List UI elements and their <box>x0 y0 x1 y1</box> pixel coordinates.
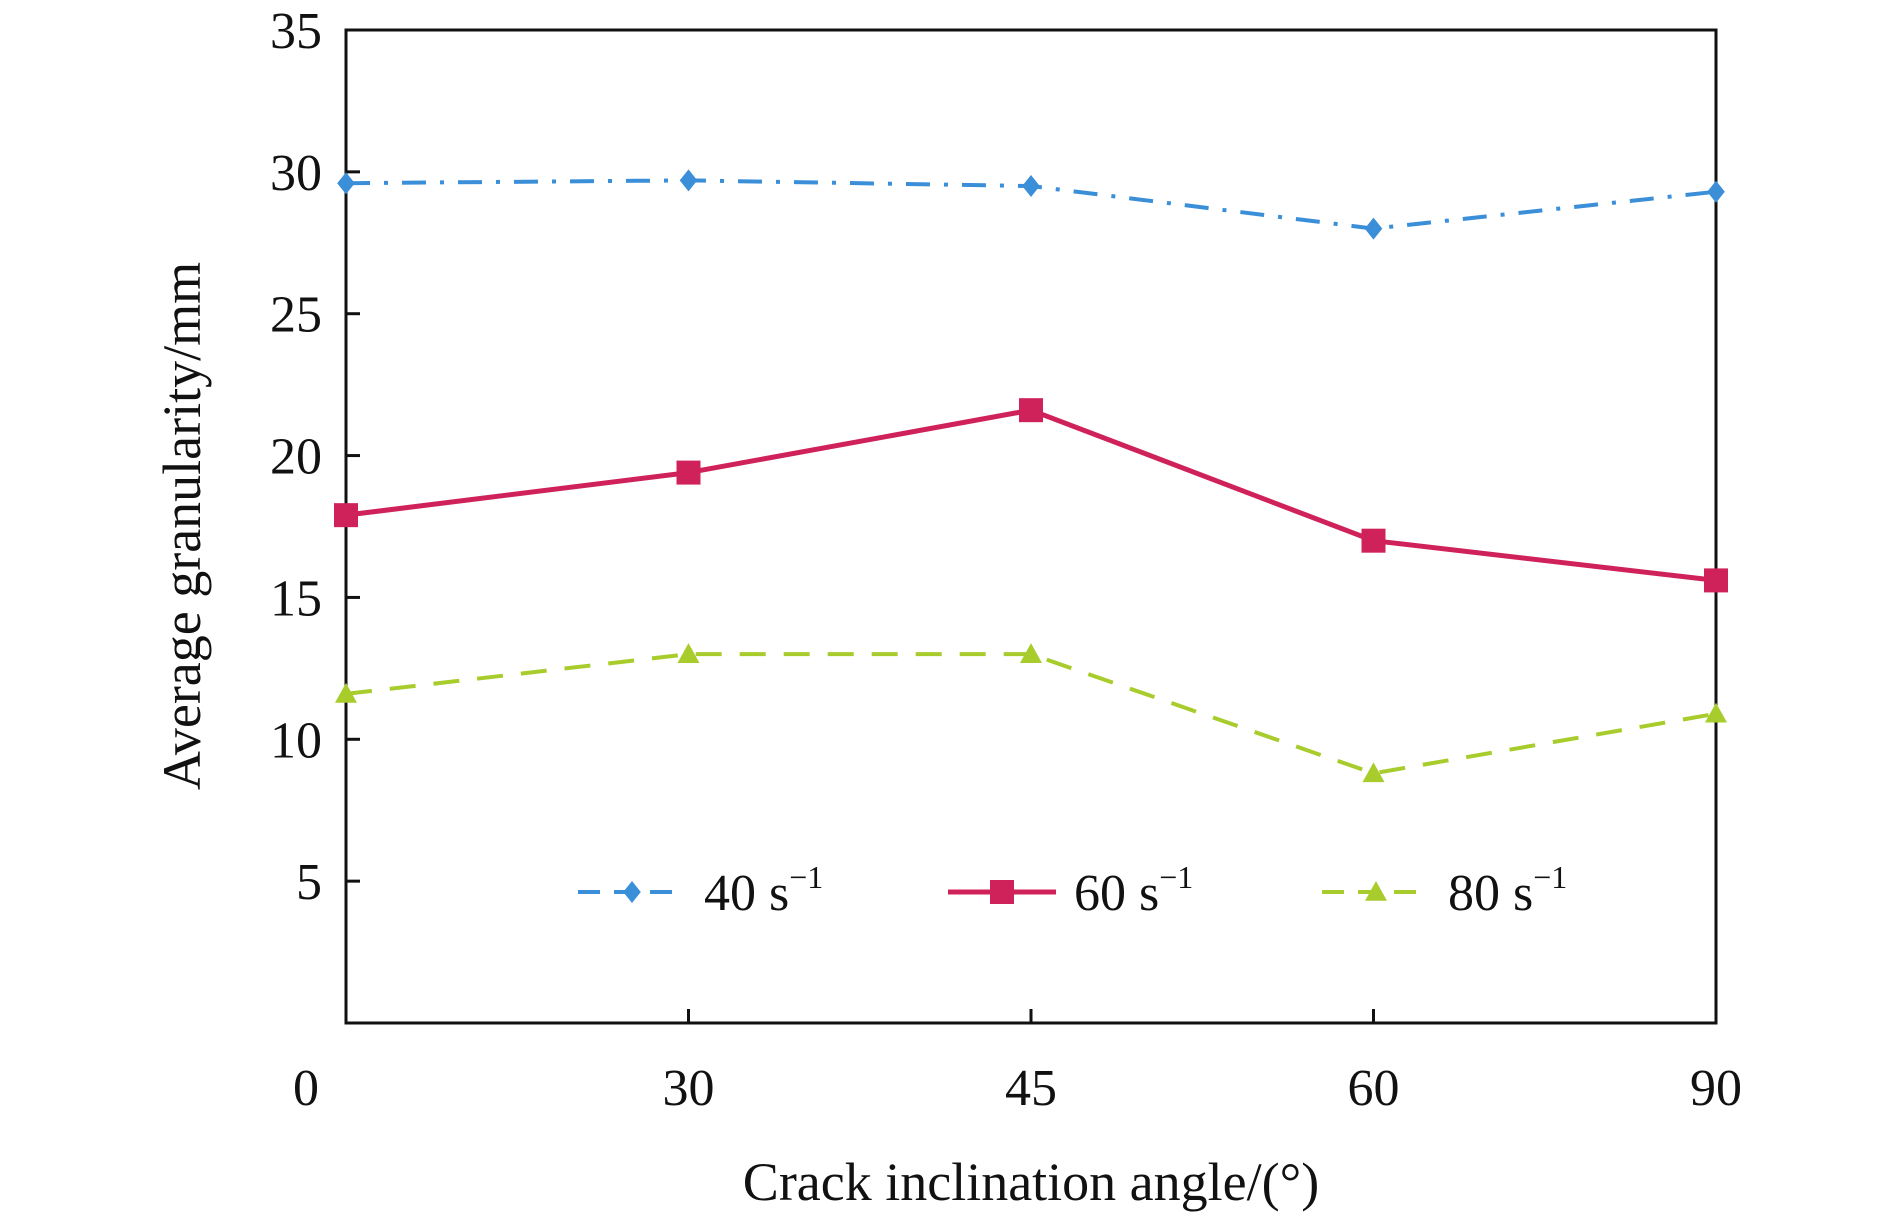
legend-marker <box>623 881 641 903</box>
data-point <box>677 643 700 663</box>
legend-label: 40 s−1 <box>704 859 823 922</box>
data-point <box>1022 175 1040 198</box>
series-1 <box>334 398 1728 593</box>
x-axis: 0 30 45 60 90 <box>293 1009 1742 1117</box>
series-0 <box>337 169 1725 240</box>
legend-label: 60 s−1 <box>1074 859 1193 922</box>
data-point <box>1707 180 1725 203</box>
data-point <box>335 682 357 703</box>
data-point <box>1705 702 1727 723</box>
x-tick-label: 30 <box>663 1060 715 1117</box>
data-point <box>334 503 358 528</box>
data-point <box>679 169 698 192</box>
data-point <box>1364 217 1383 240</box>
x-tick-label: 90 <box>1690 1060 1742 1117</box>
data-point <box>1704 568 1728 593</box>
legend-item: 40 s−1 <box>578 859 823 922</box>
data-point <box>1020 643 1042 663</box>
y-axis: 5 10 15 20 25 30 35 <box>270 3 360 911</box>
y-tick-label: 35 <box>270 3 322 60</box>
legend-item: 80 s−1 <box>1322 859 1567 922</box>
legend-item: 60 s−1 <box>948 859 1193 922</box>
x-axis-title: Crack inclination angle/(°) <box>743 1152 1319 1212</box>
series-2 <box>335 643 1727 783</box>
x-tick-label: 45 <box>1005 1060 1057 1117</box>
legend-label-text: 40 s <box>704 865 789 922</box>
x-tick-label: 0 <box>293 1060 319 1117</box>
legend: 40 s−1 60 s−1 80 s−1 <box>578 859 1567 922</box>
series-layer <box>334 169 1728 783</box>
y-tick-label: 5 <box>296 854 322 911</box>
y-tick-label: 25 <box>270 287 322 344</box>
data-point <box>676 460 701 485</box>
y-axis-title: Average granularity/mm <box>152 262 212 790</box>
legend-label-superscript: −1 <box>789 859 823 895</box>
y-tick-label: 10 <box>270 712 322 769</box>
series-line <box>345 407 1717 583</box>
legend-label: 80 s−1 <box>1448 859 1567 922</box>
legend-label-superscript: −1 <box>1159 859 1193 895</box>
data-point <box>1361 528 1386 553</box>
series-line <box>345 652 1717 776</box>
y-tick-label: 30 <box>270 145 322 202</box>
legend-label-text: 60 s <box>1074 865 1159 922</box>
data-point <box>337 172 355 195</box>
y-tick-label: 20 <box>270 429 322 486</box>
legend-marker <box>990 880 1014 904</box>
legend-marker <box>1365 881 1387 901</box>
legend-label-text: 80 s <box>1448 865 1533 922</box>
y-tick-label: 15 <box>270 570 322 627</box>
x-tick-label: 60 <box>1348 1060 1400 1117</box>
data-point <box>1019 398 1043 423</box>
legend-label-superscript: −1 <box>1533 859 1567 895</box>
data-point <box>1362 762 1385 783</box>
